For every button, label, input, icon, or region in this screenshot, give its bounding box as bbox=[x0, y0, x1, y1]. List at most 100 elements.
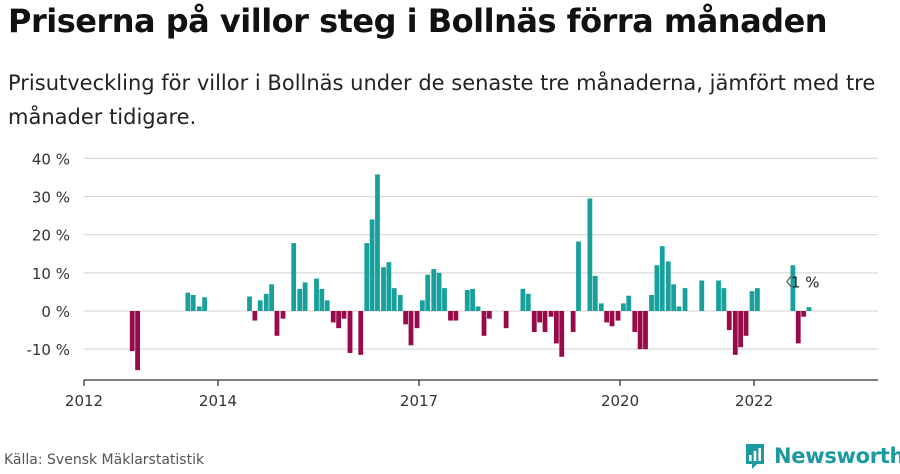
chart-title: Priserna på villor steg i Bollnäs förra … bbox=[8, 2, 828, 40]
x-tick-label: 2014 bbox=[199, 392, 237, 410]
bar bbox=[274, 311, 280, 336]
bar bbox=[302, 282, 308, 311]
bar bbox=[202, 297, 208, 311]
bar bbox=[654, 265, 660, 311]
bar bbox=[671, 284, 677, 311]
bar bbox=[247, 296, 252, 311]
bar bbox=[425, 274, 431, 311]
bar bbox=[587, 198, 593, 311]
bar bbox=[414, 311, 420, 329]
bar bbox=[291, 243, 297, 311]
bar bbox=[716, 280, 721, 311]
bar bbox=[196, 306, 202, 311]
bar bbox=[381, 267, 386, 311]
bar bbox=[319, 288, 325, 311]
bar bbox=[486, 311, 492, 319]
x-tick-label: 2020 bbox=[601, 392, 639, 410]
bar bbox=[609, 311, 615, 327]
bar bbox=[531, 311, 537, 332]
bar bbox=[185, 292, 191, 311]
bar bbox=[615, 311, 621, 321]
bar bbox=[665, 261, 671, 311]
y-tick-label: -10 % bbox=[26, 341, 70, 359]
bar bbox=[525, 293, 531, 311]
annotation-label: 1 % bbox=[791, 273, 820, 291]
bar bbox=[643, 311, 648, 350]
bar bbox=[397, 294, 403, 311]
bar bbox=[542, 311, 548, 332]
bar bbox=[570, 311, 576, 332]
bar bbox=[347, 311, 353, 353]
bar bbox=[537, 311, 543, 323]
bar bbox=[135, 311, 140, 371]
bar bbox=[431, 269, 437, 311]
bar bbox=[806, 307, 812, 311]
bar bbox=[732, 311, 738, 355]
bar bbox=[795, 311, 801, 344]
source-note: Källa: Svensk Mäklarstatistik bbox=[4, 452, 205, 468]
brand-logo[interactable]: Newsworthy bbox=[744, 442, 900, 470]
bar bbox=[263, 293, 269, 311]
bar bbox=[453, 311, 459, 321]
bar bbox=[386, 262, 392, 311]
bar bbox=[592, 275, 598, 311]
bar bbox=[475, 306, 481, 311]
bar bbox=[699, 280, 705, 311]
chart-subtitle: Prisutveckling för villor i Bollnäs unde… bbox=[8, 71, 876, 129]
bar bbox=[190, 294, 196, 311]
x-tick-label: 2022 bbox=[735, 392, 773, 410]
bar bbox=[801, 311, 807, 317]
bar bbox=[419, 300, 425, 311]
bar bbox=[649, 294, 654, 311]
bar bbox=[324, 300, 330, 311]
x-tick-label: 2012 bbox=[65, 392, 103, 410]
bar bbox=[743, 311, 749, 336]
bar bbox=[598, 303, 604, 311]
y-tick-label: 10 % bbox=[32, 265, 70, 283]
bar bbox=[330, 311, 336, 323]
y-tick-label: 30 % bbox=[32, 189, 70, 207]
bar bbox=[341, 311, 347, 319]
bar bbox=[129, 311, 135, 352]
bar bbox=[738, 311, 744, 348]
bar bbox=[620, 303, 626, 311]
bar bbox=[626, 295, 632, 311]
bar bbox=[408, 311, 414, 346]
bar bbox=[726, 311, 732, 331]
bar bbox=[548, 311, 554, 317]
bar bbox=[464, 290, 470, 311]
bar bbox=[754, 288, 760, 311]
bar bbox=[391, 288, 397, 311]
bar bbox=[269, 284, 275, 311]
x-axis: 2012 2014 2017 2020 2022 bbox=[65, 379, 878, 410]
bar bbox=[481, 311, 487, 336]
bars-layer bbox=[129, 174, 812, 371]
annotation-pointer bbox=[786, 276, 792, 287]
bar bbox=[336, 311, 342, 329]
bar bbox=[632, 311, 638, 332]
bar bbox=[721, 288, 727, 311]
bar bbox=[520, 288, 526, 311]
bar bbox=[637, 311, 643, 350]
bar bbox=[659, 246, 665, 311]
bar-chart: 40 % 30 % 20 % 10 % 0 % -10 % 2012 2014 2017 202… bbox=[26, 150, 878, 410]
y-tick-label: 20 % bbox=[32, 227, 70, 245]
x-tick-label: 2017 bbox=[400, 392, 438, 410]
bar bbox=[375, 174, 380, 311]
bar bbox=[442, 288, 447, 311]
bar bbox=[252, 311, 258, 321]
bar bbox=[297, 288, 303, 311]
bar bbox=[314, 278, 319, 311]
bar bbox=[257, 300, 263, 311]
bar bbox=[790, 265, 796, 311]
brand-name: Newsworthy bbox=[774, 444, 900, 468]
bar bbox=[553, 311, 559, 344]
bar bbox=[470, 288, 476, 311]
annotation-layer: 1 % bbox=[786, 273, 820, 291]
grid-layer: 40 % 30 % 20 % 10 % 0 % -10 % bbox=[26, 150, 878, 359]
y-tick-label: 40 % bbox=[32, 150, 70, 168]
bar bbox=[436, 272, 442, 311]
bar bbox=[749, 291, 755, 311]
bar bbox=[682, 288, 688, 311]
bar bbox=[503, 311, 509, 329]
